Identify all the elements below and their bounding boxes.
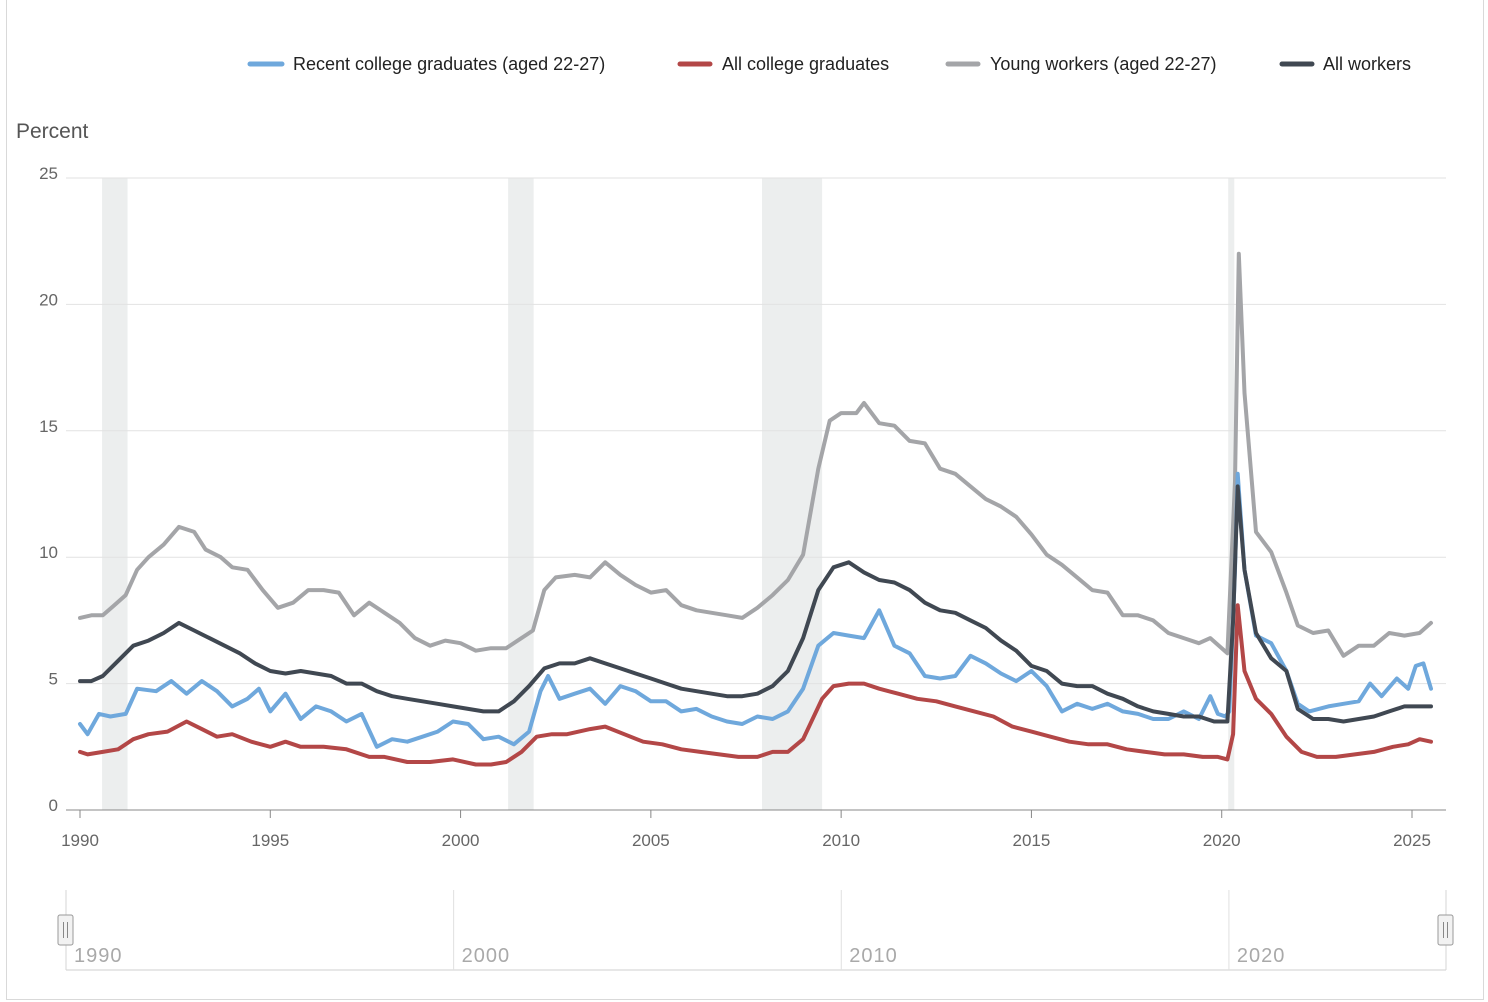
- navigator-label: 2020: [1237, 945, 1286, 967]
- x-tick-label: 1990: [61, 831, 99, 850]
- recession-band: [102, 178, 128, 810]
- y-tick-label: 5: [49, 670, 58, 689]
- recession-band: [1228, 178, 1235, 810]
- navigator-left-handle[interactable]: [57, 914, 74, 946]
- legend-label: Young workers (aged 22-27): [990, 54, 1216, 74]
- legend-label: Recent college graduates (aged 22-27): [293, 54, 605, 74]
- series-lines: [78, 251, 1433, 767]
- recession-band: [508, 178, 534, 810]
- series-line-young-workers: [78, 251, 1433, 658]
- x-tick-label: 2025: [1393, 831, 1431, 850]
- legend-label: All workers: [1323, 54, 1411, 74]
- gridlines: [66, 177, 1446, 685]
- x-tick-label: 2005: [632, 831, 670, 850]
- navigator-right-handle[interactable]: [1437, 914, 1454, 946]
- x-tick-label: 2015: [1013, 831, 1051, 850]
- x-axis: 1990 1995 2000 2005 2010 2015 2020 2025: [61, 809, 1446, 850]
- range-navigator[interactable]: 1990 2000 2010 2020: [57, 890, 1454, 971]
- x-tick-label: 2010: [822, 831, 860, 850]
- y-axis-ticks: 0 5 10 15 20 25: [39, 164, 58, 815]
- x-tick-label: 2000: [442, 831, 480, 850]
- navigator-label: 1990: [74, 945, 123, 967]
- navigator-label: 2000: [462, 945, 511, 967]
- series-line-all-workers: [78, 484, 1433, 724]
- recession-bands: [102, 178, 1235, 810]
- y-tick-label: 0: [49, 796, 58, 815]
- series-line-all-college-grads: [78, 603, 1433, 767]
- y-tick-label: 25: [39, 164, 58, 183]
- y-tick-label: 15: [39, 417, 58, 436]
- x-tick-label: 2020: [1203, 831, 1241, 850]
- navigator-label: 2010: [849, 945, 898, 967]
- legend: Recent college graduates (aged 22-27) Al…: [247, 54, 1411, 74]
- x-tick-label: 1995: [251, 831, 289, 850]
- legend-label: All college graduates: [722, 54, 889, 74]
- legend-item-young-workers[interactable]: Young workers (aged 22-27): [945, 54, 1216, 74]
- legend-item-all-workers[interactable]: All workers: [1279, 54, 1411, 74]
- y-tick-label: 20: [39, 290, 58, 309]
- y-tick-label: 10: [39, 543, 58, 562]
- chart-frame: [6, 0, 1484, 1000]
- y-axis-title: Percent: [16, 120, 89, 143]
- legend-item-recent-grads[interactable]: Recent college graduates (aged 22-27): [247, 54, 605, 74]
- legend-item-all-college-grads[interactable]: All college graduates: [677, 54, 889, 74]
